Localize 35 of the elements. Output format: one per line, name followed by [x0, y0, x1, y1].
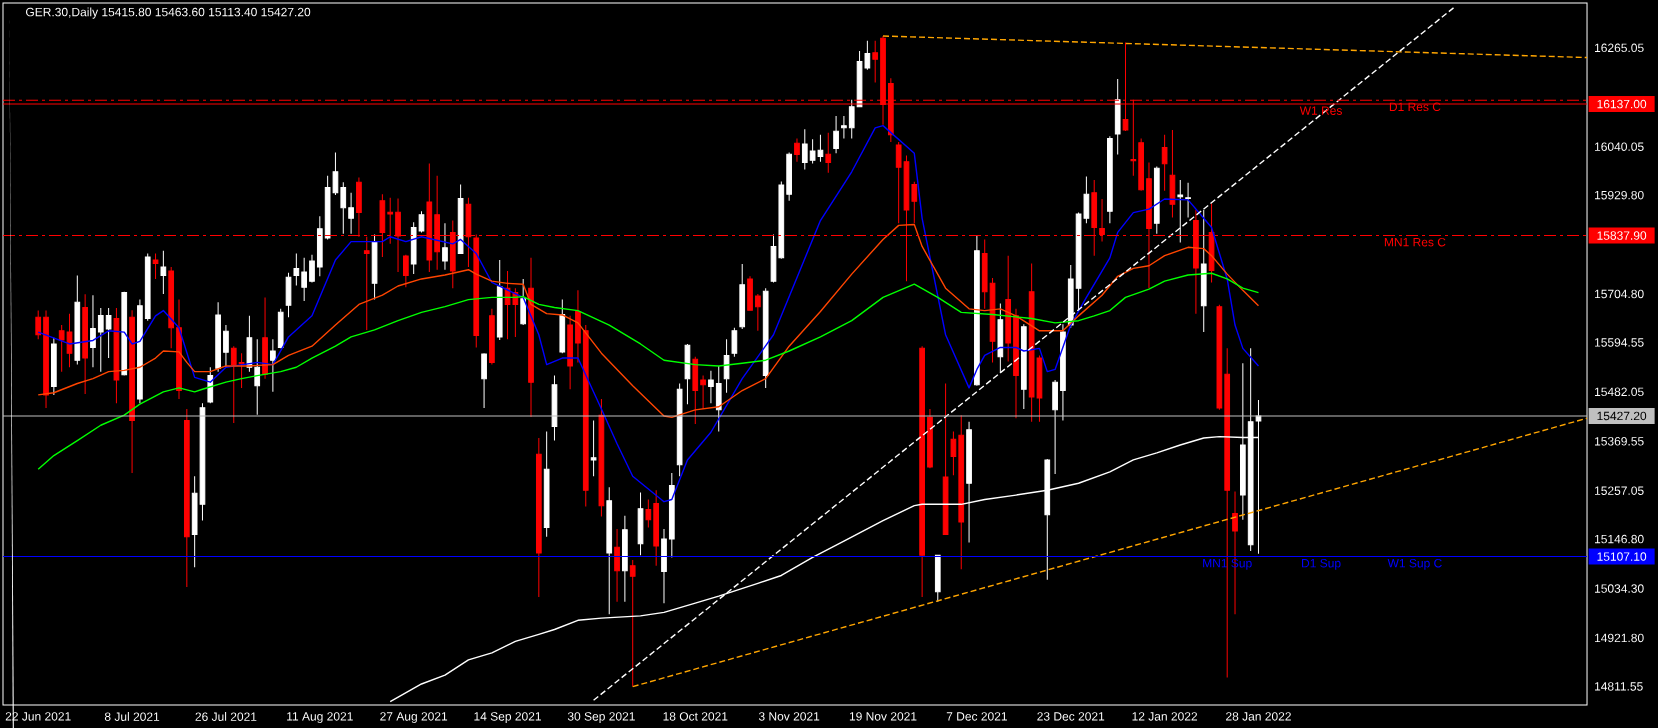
x-tick-label: 27 Aug 2021 [380, 712, 448, 723]
x-tick-label: 3 Nov 2021 [758, 712, 820, 721]
y-tick-label: 15704.80 [1595, 289, 1644, 299]
ref-line-label: W1 Sup C [1387, 558, 1442, 570]
y-tick-label: 15257.05 [1595, 486, 1644, 495]
x-tick-label: 18 Oct 2021 [663, 712, 728, 721]
y-tick-label: 15146.80 [1595, 534, 1644, 544]
y-tick-label: 15837.90 [1597, 231, 1647, 240]
x-tick-label: 8 Jul 2021 [104, 712, 160, 721]
x-tick-label: 14 Sep 2021 [474, 712, 541, 723]
y-tick-label: 15427.20 [1597, 411, 1647, 421]
y-tick-label: 15594.55 [1595, 338, 1644, 347]
y-tick-label: 16137.00 [1597, 99, 1647, 109]
x-tick-label: 28 Jan 2022 [1226, 712, 1291, 721]
y-tick-label: 15034.30 [1595, 584, 1644, 593]
y-tick-label: 16265.05 [1595, 43, 1644, 53]
y-tick-label: 15107.10 [1597, 552, 1647, 561]
x-tick-label: 23 Dec 2021 [1037, 712, 1105, 721]
x-tick-label: 19 Nov 2021 [849, 712, 917, 721]
y-tick-label: 14921.80 [1595, 633, 1644, 643]
annotation: MN1 Sup [1203, 558, 1252, 570]
y-tick-label: 15369.55 [1595, 437, 1644, 446]
y-tick-label: 14811.55 [1595, 682, 1643, 691]
y-tick-label: 15929.80 [1595, 190, 1644, 200]
ref-line-label: MN1 Res C [1384, 237, 1446, 247]
x-tick-label: 12 Jan 2022 [1132, 712, 1198, 721]
ref-line-label: D1 Res C [1389, 102, 1441, 112]
x-tick-label: 7 Dec 2021 [946, 712, 1007, 721]
y-tick-label: 15482.05 [1595, 387, 1644, 397]
chart-title: GER.30,Daily 15415.80 15463.60 15113.40 15427.20 [26, 7, 311, 19]
annotation: D1 Sup [1302, 558, 1341, 570]
x-tick-label: 26 Jul 2021 [195, 712, 257, 721]
y-tick-label: 16040.05 [1595, 142, 1644, 151]
x-tick-label: 11 Aug 2021 [287, 712, 353, 723]
x-tick-label: 30 Sep 2021 [567, 712, 635, 723]
